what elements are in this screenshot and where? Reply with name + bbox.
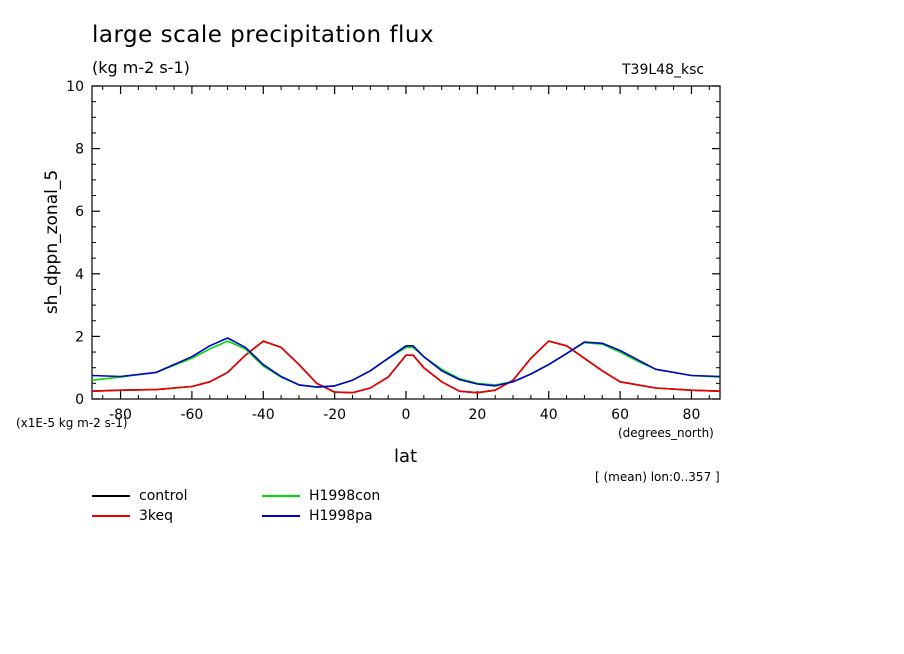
y-tick-label: 4 [75, 267, 84, 283]
y-tick-label: 10 [66, 79, 84, 95]
legend-swatch [92, 495, 130, 497]
x-axis-label: lat [394, 446, 418, 467]
legend-item-h1998pa: H1998pa [262, 508, 373, 524]
y-scale-note: (x1E-5 kg m-2 s-1) [16, 416, 128, 430]
legend-swatch [92, 515, 130, 517]
y-tick-label: 2 [75, 329, 84, 345]
legend-label: 3keq [139, 508, 174, 524]
series-line-control [91, 340, 721, 394]
legend-label: H1998pa [309, 508, 373, 524]
y-tick-label: 6 [75, 204, 84, 220]
legend-swatch [262, 495, 300, 497]
chart-title: large scale precipitation flux [92, 22, 435, 48]
x-tick-label: -60 [180, 407, 203, 423]
x-tick-label: 20 [468, 407, 486, 423]
legend-swatch [262, 515, 300, 517]
x-units-note: (degrees_north) [618, 426, 714, 440]
chart-units: (kg m-2 s-1) [92, 58, 190, 77]
run-label: T39L48_ksc [622, 62, 705, 78]
x-tick-label: 60 [611, 407, 629, 423]
x-tick-label: 80 [683, 407, 701, 423]
mean-note: [ (mean) lon:0..357 ] [595, 470, 720, 484]
legend-item-h1998con: H1998con [262, 488, 380, 504]
series-line-3keq [91, 340, 721, 394]
legend-label: H1998con [309, 488, 381, 504]
x-tick-label: -20 [323, 407, 346, 423]
series-line-h1998pa [91, 337, 721, 388]
x-tick-label: 40 [540, 407, 558, 423]
x-tick-label: 0 [402, 407, 411, 423]
legend-label: control [139, 488, 188, 504]
plot-frame [91, 85, 721, 400]
series-line-h1998con [91, 340, 721, 388]
y-tick-label: 0 [75, 392, 84, 408]
y-tick-label: 8 [75, 142, 84, 158]
x-tick-label: -80 [109, 407, 132, 423]
x-tick-label: -40 [252, 407, 275, 423]
legend-item-3keq: 3keq [92, 508, 173, 524]
legend-item-control: control [92, 488, 188, 504]
